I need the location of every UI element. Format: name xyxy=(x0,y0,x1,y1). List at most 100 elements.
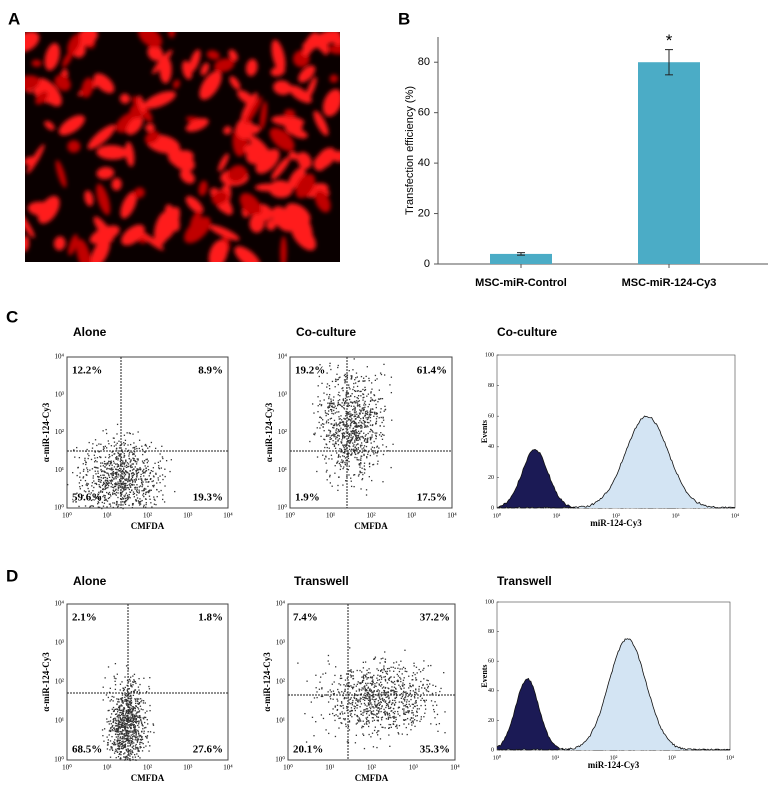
event-dot xyxy=(142,728,143,729)
event-dot xyxy=(133,745,134,746)
event-dot xyxy=(349,682,350,683)
x-tick-label: 10⁰ xyxy=(62,764,72,772)
event-dot xyxy=(142,725,143,726)
quadrant-label: 20.1% xyxy=(293,744,323,756)
event-dot xyxy=(345,724,346,725)
event-dot xyxy=(352,389,353,390)
event-dot xyxy=(86,484,87,485)
event-dot xyxy=(116,713,117,714)
event-dot xyxy=(344,713,345,714)
event-dot xyxy=(387,696,388,697)
event-dot xyxy=(338,400,339,401)
panel-label: B xyxy=(398,9,410,28)
event-dot xyxy=(100,482,101,483)
event-dot xyxy=(126,735,127,736)
y-tick-label: 10¹ xyxy=(276,717,285,725)
event-dot xyxy=(335,706,336,707)
event-dot xyxy=(372,699,373,700)
event-dot xyxy=(393,682,394,683)
event-dot xyxy=(67,484,68,485)
event-dot xyxy=(125,483,126,484)
event-dot xyxy=(112,696,113,697)
event-dot xyxy=(131,725,132,726)
event-dot xyxy=(328,660,329,661)
event-dot xyxy=(369,672,370,673)
event-dot xyxy=(140,701,141,702)
event-dot xyxy=(381,669,382,670)
event-dot xyxy=(354,447,355,448)
event-dot xyxy=(325,412,326,413)
event-dot xyxy=(329,385,330,386)
event-dot xyxy=(364,387,365,388)
event-dot xyxy=(319,427,320,428)
y-tick-label: 10³ xyxy=(276,639,285,647)
x-tick-label: 10³ xyxy=(407,512,416,520)
event-dot xyxy=(142,449,143,450)
event-dot xyxy=(349,729,350,730)
event-dot xyxy=(145,702,146,703)
event-dot xyxy=(339,463,340,464)
event-dot xyxy=(352,430,353,431)
event-dot xyxy=(364,403,365,404)
event-dot xyxy=(393,712,394,713)
event-dot xyxy=(345,415,346,416)
event-dot xyxy=(328,701,329,702)
event-dot xyxy=(321,714,322,715)
event-dot xyxy=(149,688,150,689)
event-dot xyxy=(361,671,362,672)
event-dot xyxy=(348,699,349,700)
event-dot xyxy=(425,705,426,706)
event-dot xyxy=(124,472,125,473)
event-dot xyxy=(354,434,355,435)
event-dot xyxy=(402,709,403,710)
event-dot xyxy=(374,683,375,684)
event-dot xyxy=(362,474,363,475)
event-dot xyxy=(115,476,116,477)
event-dot xyxy=(115,709,116,710)
event-dot xyxy=(359,689,360,690)
event-dot xyxy=(366,396,367,397)
event-dot xyxy=(83,477,84,478)
event-dot xyxy=(324,430,325,431)
event-dot xyxy=(352,687,353,688)
event-dot xyxy=(370,425,371,426)
event-dot xyxy=(327,407,328,408)
event-dot xyxy=(321,383,322,384)
event-dot xyxy=(135,759,136,760)
event-dot xyxy=(136,739,137,740)
event-dot xyxy=(364,700,365,701)
event-dot xyxy=(419,721,420,722)
event-dot xyxy=(362,408,363,409)
event-dot xyxy=(143,506,144,507)
x-tick-label: 10³ xyxy=(672,513,680,519)
y-tick-label: 10⁰ xyxy=(275,756,285,764)
event-dot xyxy=(135,756,136,757)
event-dot xyxy=(146,445,147,446)
event-dot xyxy=(356,400,357,401)
event-dot xyxy=(331,438,332,439)
event-dot xyxy=(350,676,351,677)
event-dot xyxy=(105,477,106,478)
event-dot xyxy=(352,704,353,705)
event-dot xyxy=(125,504,126,505)
event-dot xyxy=(111,460,112,461)
event-dot xyxy=(435,686,436,687)
event-dot xyxy=(139,715,140,716)
event-dot xyxy=(314,433,315,434)
event-dot xyxy=(381,708,382,709)
event-dot xyxy=(125,746,126,747)
event-dot xyxy=(321,688,322,689)
event-dot xyxy=(393,724,394,725)
event-dot xyxy=(364,469,365,470)
event-dot xyxy=(382,672,383,673)
event-dot xyxy=(328,396,329,397)
event-dot xyxy=(420,700,421,701)
event-dot xyxy=(329,405,330,406)
event-dot xyxy=(364,748,365,749)
event-dot xyxy=(403,710,404,711)
event-dot xyxy=(350,415,351,416)
event-dot xyxy=(108,666,109,667)
y-tick-label: 40 xyxy=(418,157,430,169)
event-dot xyxy=(388,718,389,719)
event-dot xyxy=(138,472,139,473)
